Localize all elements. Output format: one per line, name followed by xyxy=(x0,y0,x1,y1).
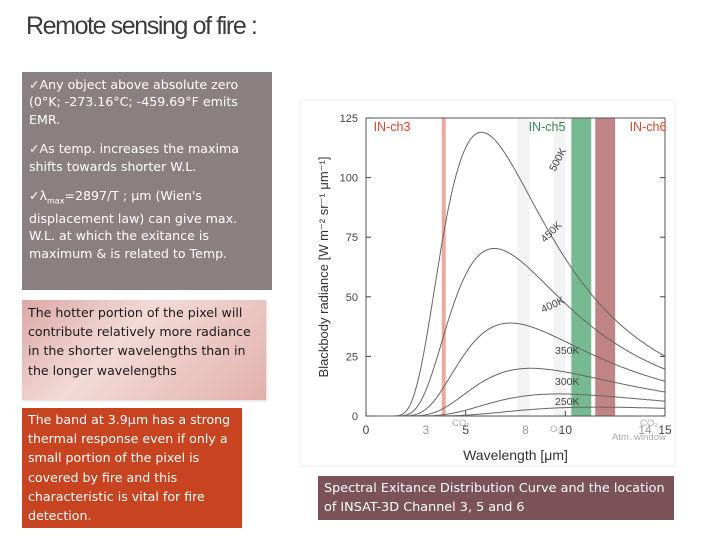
y-axis-label: Blackbody radiance [W m⁻² sr⁻¹ μm⁻¹] xyxy=(316,157,331,378)
bullet-box: ✓Any object above absolute zero (0°K; -2… xyxy=(22,72,272,290)
x-tick-label: 5 xyxy=(462,423,469,437)
chart-caption: Spectral Exitance Distribution Curve and… xyxy=(318,476,674,520)
x-tick-label: 15 xyxy=(658,423,672,437)
annotation: CO₂ xyxy=(452,418,470,429)
bullet-3-prefix: ✓λ xyxy=(29,188,48,204)
curve-label-350k: 350K xyxy=(555,345,580,357)
annotation: Atm. window xyxy=(612,432,666,443)
x-tick-label-extra: 3 xyxy=(422,423,429,437)
channel-band-in-ch3 xyxy=(441,118,446,416)
y-tick-label: 0 xyxy=(352,411,358,423)
curve-400k xyxy=(378,322,666,417)
fire-detection-note: The band at 3.9μm has a strong thermal r… xyxy=(22,408,242,528)
slide-title: Remote sensing of fire : xyxy=(26,12,258,40)
channel-band-in-ch6 xyxy=(595,118,616,416)
y-tick-label: 100 xyxy=(340,173,358,185)
curve-250k xyxy=(378,406,665,417)
x-tick-label-extra: 14 xyxy=(638,423,652,437)
absorption-band xyxy=(553,118,566,416)
y-tick-label: 75 xyxy=(346,232,358,244)
bullet-1: ✓Any object above absolute zero (0°K; -2… xyxy=(29,77,239,127)
x-axis-label: Wavelength [μm] xyxy=(463,447,568,463)
y-tick-label: 50 xyxy=(346,292,358,304)
y-tick-label: 25 xyxy=(346,351,358,363)
bullet-3-subscript: max xyxy=(47,196,65,206)
y-tick-label: 125 xyxy=(340,113,358,125)
curve-500k xyxy=(378,131,666,417)
channel-label-in-ch6: IN-ch6 xyxy=(630,120,667,134)
absorption-band xyxy=(517,118,530,416)
bullet-3: ✓λmax=2897/T ; μm (Wien's displacement l… xyxy=(29,187,266,262)
x-tick-label: 10 xyxy=(559,423,573,437)
channel-band-in-ch5 xyxy=(571,118,592,416)
curve-450k xyxy=(378,248,666,417)
curve-label-300k: 300K xyxy=(555,376,580,388)
curve-350k xyxy=(378,367,666,417)
annotation: CO₂ xyxy=(640,418,658,429)
channel-label-in-ch5: IN-ch5 xyxy=(529,120,566,134)
x-tick-label-extra: 8 xyxy=(522,423,529,437)
hot-pixel-note: The hotter portion of the pixel will con… xyxy=(22,300,266,400)
plot-area xyxy=(365,117,666,417)
x-tick-label: 0 xyxy=(363,423,370,437)
annotation: O₃ xyxy=(550,424,561,435)
curve-label-250k: 250K xyxy=(555,396,580,408)
channel-label-in-ch3: IN-ch3 xyxy=(374,120,411,134)
bullet-2: ✓As temp. increases the maxima shifts to… xyxy=(29,141,239,174)
bullet-3-text: =2897/T ; μm (Wien's displacement law) c… xyxy=(29,188,238,261)
